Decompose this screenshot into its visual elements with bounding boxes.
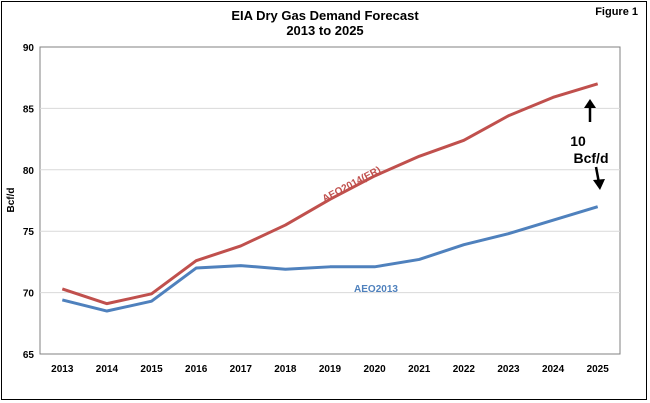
y-axis-label: Bcf/d <box>6 188 17 213</box>
x-tick-label: 2013 <box>51 364 74 375</box>
down-arrowhead-icon <box>593 179 605 190</box>
y-tick-label: 75 <box>23 227 35 238</box>
y-tick-label: 85 <box>23 104 35 115</box>
annotation-unit: Bcf/d <box>574 150 609 166</box>
y-tick-label: 70 <box>23 289 35 300</box>
plot-area <box>39 46 621 355</box>
x-tick-label: 2016 <box>185 364 208 375</box>
series-label-aeo2013: AEO2013 <box>354 284 398 295</box>
chart-subtitle: 2013 to 2025 <box>286 23 363 38</box>
y-tick-label: 65 <box>23 350 35 361</box>
x-tick-label: 2015 <box>140 364 163 375</box>
annotation-value: 10 <box>570 133 586 149</box>
up-arrowhead-icon <box>584 99 596 108</box>
y-axis-ticks: 65 70 75 80 85 90 <box>23 43 35 361</box>
series-line-1 <box>61 205 599 313</box>
x-tick-label: 2018 <box>274 364 297 375</box>
x-tick-label: 2020 <box>363 364 386 375</box>
chart-title: EIA Dry Gas Demand Forecast <box>231 8 419 23</box>
x-tick-label: 2021 <box>408 364 431 375</box>
x-tick-label: 2023 <box>497 364 520 375</box>
x-tick-label: 2017 <box>230 364 253 375</box>
x-axis-ticks: 2013 2014 2015 2016 2017 2018 2019 2020 2021 2022… <box>51 364 609 375</box>
x-tick-label: 2019 <box>319 364 342 375</box>
series-lines <box>61 82 599 313</box>
figure-label: Figure 1 <box>595 6 638 18</box>
y-tick-label: 80 <box>23 166 35 177</box>
x-tick-label: 2014 <box>96 364 119 375</box>
x-tick-label: 2025 <box>587 364 610 375</box>
series-line-0 <box>61 82 599 306</box>
x-tick-label: 2024 <box>542 364 565 375</box>
x-tick-label: 2022 <box>453 364 476 375</box>
y-tick-label: 90 <box>23 43 35 54</box>
difference-annotation: 10 Bcf/d <box>570 99 609 190</box>
